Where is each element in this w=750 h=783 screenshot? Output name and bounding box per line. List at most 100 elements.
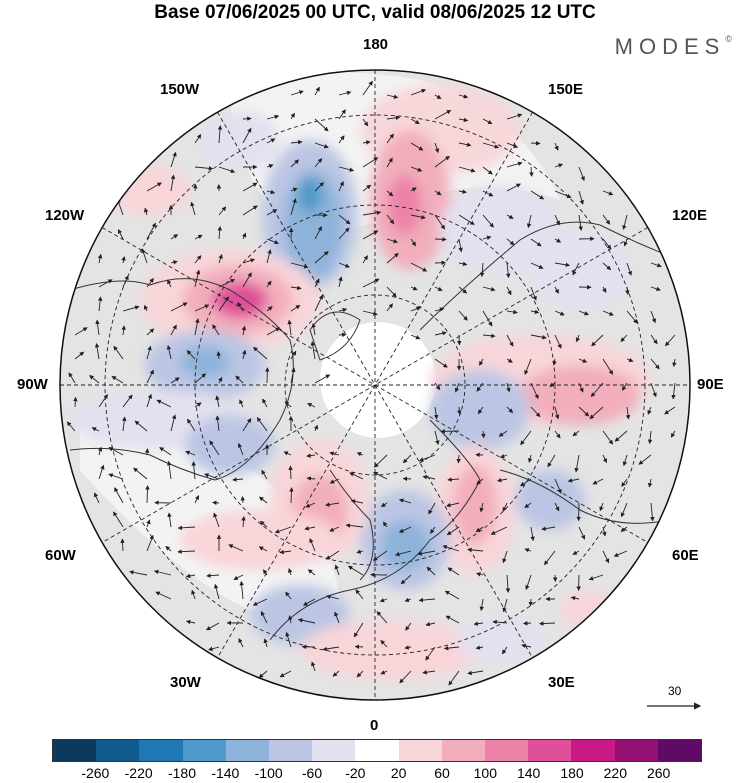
wind-vector-arrow [457,406,462,415]
wind-vector-arrow [554,430,561,439]
wind-vector-arrow [530,141,541,146]
wind-vector-arrow [235,375,244,384]
wind-vector-arrow [456,454,461,464]
wind-vector-arrow [482,214,494,228]
wind-vector-arrow [98,464,105,480]
wind-vector-arrow [479,358,484,366]
wind-vector-arrow [167,512,172,528]
wind-vector-arrow [289,487,294,504]
wind-vector-arrow [307,403,316,408]
wind-vector-arrow [194,304,210,312]
wind-vector-arrow [314,118,329,132]
wind-vector-arrow [554,262,571,267]
wind-vector-arrow [334,564,340,576]
wind-vector-arrow [266,238,279,245]
wind-vector-arrow [242,272,252,288]
wind-vector-arrow [625,406,631,420]
wind-vector-arrow [314,278,320,288]
wind-vector-arrow [213,512,220,528]
lon-label-60e: 60E [672,547,699,564]
wind-vector-arrow [262,398,268,408]
coastlines [69,221,681,641]
wind-vector-arrow [574,454,580,473]
wind-vector-arrow [522,620,532,626]
wind-vector-arrow [410,187,417,192]
wind-vector-arrow [194,495,200,504]
wind-vector-arrow [399,670,412,684]
wind-vector-arrow [404,597,412,602]
wind-vector-arrow [218,376,223,384]
wind-vector-arrow [434,430,440,446]
wind-vector-arrow [155,591,172,600]
wind-vector-arrow [434,214,446,230]
wind-vector-arrow [458,310,468,321]
wind-vector-arrow [362,118,369,127]
wind-vector-arrow [263,638,268,648]
wind-vector-arrow [554,406,560,420]
wind-vector-arrow [170,324,177,336]
wind-vector-arrow [519,478,532,487]
wind-vector-arrow [572,430,580,437]
wind-vector-arrow [68,372,76,384]
wind-vector-arrow [602,190,614,196]
wind-vector-arrow [434,358,448,368]
wind-vector-arrow [650,502,655,522]
wind-vector-arrow [482,166,493,175]
wind-vector-arrow [194,234,203,240]
wind-vector-arrow [476,382,484,392]
wind-vector-arrow [482,235,492,240]
colorbar-tick-label: -20 [345,765,366,781]
wind-vector-arrow [338,276,343,288]
wind-vector-arrow [434,142,440,154]
wind-vector-arrow [482,333,496,339]
wind-vector-arrow [239,580,244,600]
colorbar-tick-label: 60 [434,765,450,781]
wind-vector-arrow [266,189,276,195]
wind-vector-arrow [146,277,154,288]
wind-vector-arrow [602,262,612,271]
wind-vector-arrow [290,198,297,216]
wind-vector-arrow [314,158,323,168]
colorbar-segment [96,740,140,761]
wind-vector-arrow [446,526,460,536]
wind-vector-arrow [482,310,493,327]
wind-vector-arrow [422,475,436,480]
wind-vector-arrow [134,420,148,432]
wind-vector-arrow [530,190,545,200]
wind-vector-arrow [621,382,628,391]
wind-vector-arrow [434,190,442,196]
wind-vector-arrow [525,574,532,591]
wind-vector-arrow [362,255,368,264]
wind-vectors [66,80,677,686]
lon-label-90w: 90W [17,376,48,393]
map-disc [60,70,690,700]
wind-vector-arrow [476,478,484,485]
wind-vector-arrow [578,310,589,316]
wind-vector-arrow [66,421,76,432]
wind-vector-arrow [578,190,584,205]
wind-vector-arrow [310,341,316,360]
wind-vector-arrow [285,631,292,648]
wind-vector-arrow [578,358,588,363]
wind-vector-arrow [446,502,460,508]
wind-vector-arrow [475,645,484,650]
wind-vector-arrow [647,478,653,488]
wind-vector-arrow [94,492,100,504]
wind-vector-arrow [544,550,556,566]
colorbar-segment [441,740,486,761]
wind-vector-arrow [481,430,486,439]
wind-vector-arrow [309,538,316,552]
wind-vector-arrow [329,526,340,532]
wind-vector-arrow [120,538,125,552]
wind-vector-arrow [386,157,393,168]
wind-vector-arrow [650,286,661,292]
wind-vector-arrow [279,670,292,678]
wind-vector-arrow [97,296,103,312]
wind-vector-arrow [241,325,247,336]
lon-label-30w: 30W [170,674,201,691]
wind-vector-arrow [524,358,532,375]
wind-vector-arrow [524,548,532,553]
wind-vector-arrow [506,358,513,363]
wind-vector-arrow [410,238,417,247]
wind-vector-arrow [386,286,397,298]
